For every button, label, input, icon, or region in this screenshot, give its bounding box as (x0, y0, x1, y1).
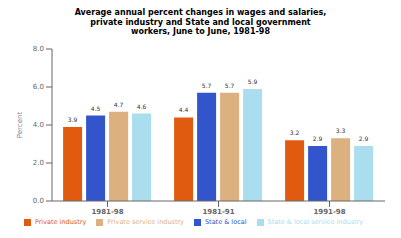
svg-text:2.9: 2.9 (359, 135, 369, 142)
html-text:Average annual percent changes: Average annual percent changes in wages … (74, 8, 327, 17)
svg-text:4.4: 4.4 (179, 106, 189, 113)
svg-text:5.7: 5.7 (202, 81, 212, 88)
svg-text:6.0: 6.0 (33, 83, 44, 91)
html-text:Private industry: Private industry (34, 217, 87, 226)
svg-text:1981-98: 1981-98 (91, 208, 123, 216)
svg-text:5.7: 5.7 (225, 81, 235, 88)
svg-text:4.0: 4.0 (33, 121, 44, 129)
html-text:private industry and State and: private industry and State and local gov… (90, 17, 311, 27)
svg-text:2.0: 2.0 (33, 159, 44, 167)
svg-text:4.6: 4.6 (137, 102, 147, 109)
svg-text:3.2: 3.2 (290, 129, 300, 136)
html-text:workers, June to June, 1981-98: workers, June to June, 1981-98 (131, 27, 270, 37)
svg-text:1981-91: 1981-91 (202, 208, 234, 216)
svg-text:Percent: Percent (16, 111, 24, 138)
svg-text:3.3: 3.3 (336, 127, 346, 134)
html-text:Private service industry: Private service industry (107, 217, 184, 226)
svg-text:4.7: 4.7 (114, 100, 124, 107)
svg-text:4.5: 4.5 (91, 104, 101, 111)
svg-text:8.0: 8.0 (33, 45, 44, 53)
svg-text:5.9: 5.9 (248, 78, 258, 85)
svg-text:0.0: 0.0 (33, 197, 44, 205)
svg-text:2.9: 2.9 (313, 135, 323, 142)
svg-text:1991-98: 1991-98 (313, 208, 345, 216)
html-text:State & local service industry: State & local service industry (267, 217, 364, 226)
html-text:State & local: State & local (205, 217, 247, 226)
svg-text:3.9: 3.9 (68, 116, 78, 123)
